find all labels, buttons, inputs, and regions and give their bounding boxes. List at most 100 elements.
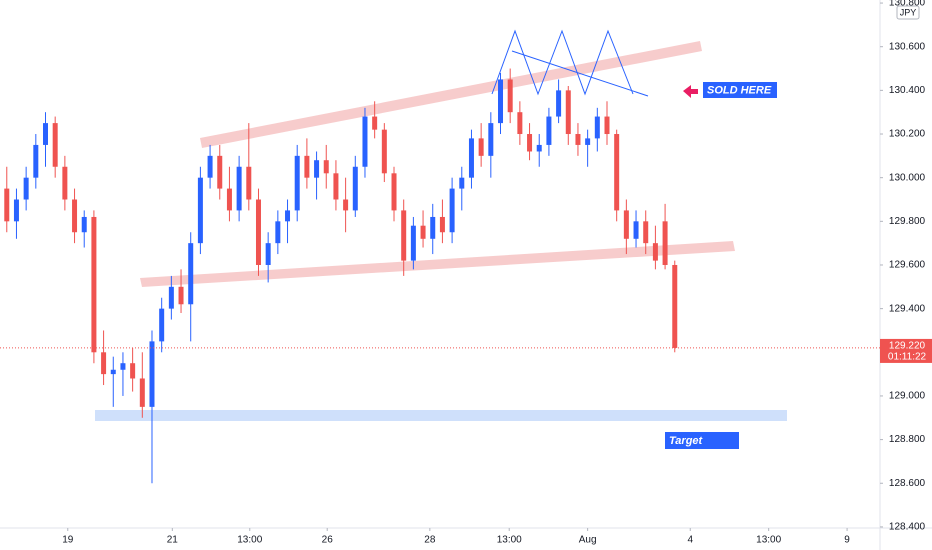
candle-body xyxy=(517,112,523,135)
candle-body xyxy=(488,123,494,156)
candle-body xyxy=(43,123,49,145)
zigzag xyxy=(491,29,634,96)
candle-body xyxy=(372,116,378,130)
candle-body xyxy=(643,221,649,244)
target-box xyxy=(665,432,739,449)
x-tick-label: 28 xyxy=(424,535,436,546)
candle-body xyxy=(623,210,629,239)
candle-body xyxy=(585,138,591,145)
candle-body xyxy=(652,243,658,261)
candle-body xyxy=(556,90,562,117)
candle-body xyxy=(110,369,116,375)
candle-body xyxy=(33,144,39,178)
candle-body xyxy=(430,216,436,239)
candle-body xyxy=(594,116,600,139)
candle-body xyxy=(130,363,136,379)
candle-body xyxy=(159,308,165,342)
candle-body xyxy=(439,216,445,233)
candle-body xyxy=(101,352,107,375)
y-tick-label: 129.400 xyxy=(889,303,926,314)
sold-box xyxy=(703,82,777,98)
candle-body xyxy=(604,116,610,135)
candle-body xyxy=(285,210,291,222)
candle-body xyxy=(178,286,184,305)
candle-body xyxy=(391,173,397,211)
x-tick-label: Aug xyxy=(579,535,597,546)
candle-body xyxy=(168,286,174,309)
candle-body xyxy=(459,177,465,189)
candle-body xyxy=(265,243,271,265)
candle-body xyxy=(304,155,310,178)
candle-body xyxy=(197,177,203,244)
y-tick-label: 130.600 xyxy=(889,41,926,52)
currency-box xyxy=(896,5,920,20)
price-tag-label: 129.220 xyxy=(889,341,926,352)
candle-body xyxy=(13,199,19,222)
y-tick-label: 128.400 xyxy=(889,522,926,533)
sold-label: SOLD HERE xyxy=(707,84,772,96)
currency: JPY xyxy=(900,7,917,17)
price-tag xyxy=(880,338,932,363)
candle-body xyxy=(294,155,300,211)
lower-channel xyxy=(140,241,735,287)
countdown: 01:11:22 xyxy=(888,352,927,363)
candle-body xyxy=(498,79,504,124)
candle-body xyxy=(672,264,678,348)
candle-body xyxy=(217,155,223,189)
candle-body xyxy=(139,378,145,407)
candle-body xyxy=(536,144,542,152)
y-tick-label: 130.200 xyxy=(889,129,926,140)
target-label: Target xyxy=(669,435,704,447)
x-tick-label: 13:00 xyxy=(497,535,522,546)
candle-body xyxy=(120,363,126,370)
x-tick-label: 4 xyxy=(687,535,693,546)
x-tick-label: 13:00 xyxy=(237,535,262,546)
candle-body xyxy=(352,166,358,211)
y-tick-label: 130.800 xyxy=(889,0,926,9)
candle-body xyxy=(226,188,232,211)
candle-body xyxy=(381,129,387,174)
arrow xyxy=(683,85,698,98)
upper-channel xyxy=(200,41,702,148)
x-tick-label: 13:00 xyxy=(756,535,781,546)
candle-body xyxy=(188,243,194,305)
candle-body xyxy=(575,134,581,145)
candle-body xyxy=(401,210,407,261)
candle-body xyxy=(468,138,474,178)
x-tick-label: 19 xyxy=(62,535,74,546)
candle-body xyxy=(614,134,620,211)
candle-body xyxy=(633,221,639,239)
candle-body xyxy=(546,116,552,145)
candle-body xyxy=(343,199,349,211)
candle-body xyxy=(52,123,58,167)
candle-body xyxy=(420,225,426,239)
candle-body xyxy=(91,216,97,353)
candle-body xyxy=(81,216,87,233)
candle-body xyxy=(246,166,252,200)
candle-body xyxy=(478,138,484,156)
candle-body xyxy=(62,166,68,200)
candle-body xyxy=(333,173,339,200)
y-tick-label: 129.800 xyxy=(889,216,926,227)
candle-body xyxy=(207,155,213,178)
y-tick-label: 128.800 xyxy=(889,434,926,445)
candle-body xyxy=(410,225,416,261)
y-tick-label: 129.000 xyxy=(889,391,926,402)
candle-body xyxy=(527,134,533,152)
candle-body xyxy=(314,160,320,178)
y-tick-label: 129.600 xyxy=(889,260,926,271)
candle-body xyxy=(662,221,668,265)
x-tick-label: 21 xyxy=(167,535,179,546)
candle-body xyxy=(4,188,10,222)
x-tick-label: 9 xyxy=(844,535,850,546)
candle-body xyxy=(507,79,513,113)
candle-body xyxy=(236,166,242,211)
candle-body xyxy=(23,177,29,200)
candle-body xyxy=(362,116,368,167)
y-tick-label: 128.600 xyxy=(889,478,926,489)
candle-body xyxy=(449,188,455,233)
x-tick-label: 26 xyxy=(322,535,334,546)
trend-line xyxy=(511,50,649,97)
